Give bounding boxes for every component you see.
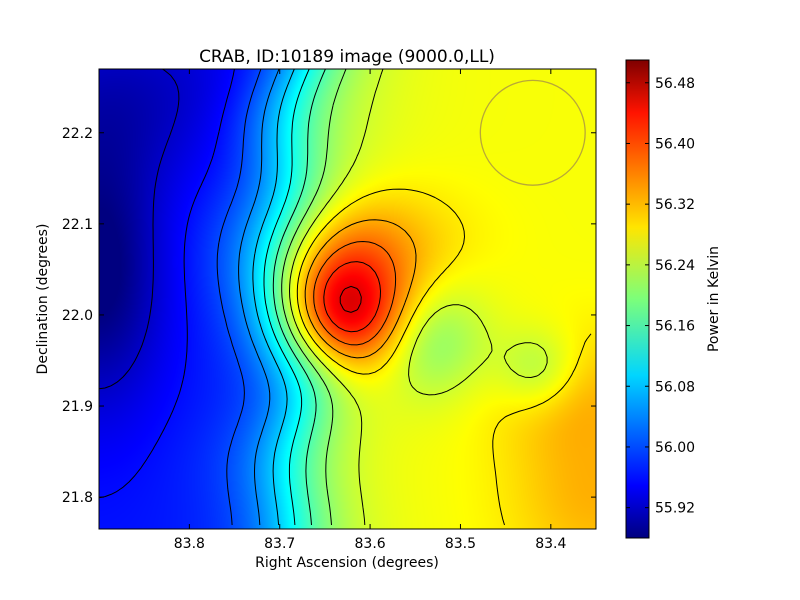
heatmap (99, 69, 596, 529)
contour-line (216, 69, 262, 526)
plot-frame (98, 68, 597, 530)
y-tick-label: 22.2 (62, 126, 93, 142)
x-axis-ticks: 83.8 83.7 83.6 83.5 83.4 (174, 69, 566, 552)
contour-line (238, 69, 280, 526)
contour-line (323, 261, 381, 333)
x-axis-title: Right Ascension (degrees) (255, 555, 439, 571)
x-tick-label: 83.5 (445, 536, 476, 552)
contour-line (263, 69, 310, 526)
colorbar-title: Power in Kelvin (706, 246, 722, 352)
colorbar-tick-label: 56.08 (655, 379, 695, 395)
colorbar-tick-label: 56.40 (655, 136, 695, 152)
colorbar-tick-label: 56.24 (655, 258, 695, 274)
contour-line (296, 188, 592, 526)
contour-line (339, 285, 362, 313)
colorbar-tick-label: 56.00 (655, 440, 695, 456)
chart-title: CRAB, ID:10189 image (9000.0,LL) (199, 47, 495, 67)
y-tick-label: 22.1 (62, 217, 93, 233)
y-axis-ticks: 21.8 21.9 22.0 22.1 22.2 (62, 126, 596, 506)
colorbar-tick-label: 55.92 (655, 501, 695, 517)
contour-line (252, 69, 295, 526)
colorbar-tick-label: 56.16 (655, 319, 695, 335)
contour-lines (99, 69, 592, 526)
colorbar-tick-label: 56.32 (655, 197, 695, 213)
x-tick-label: 83.6 (355, 536, 386, 552)
contour-line (313, 241, 397, 346)
contour-line (304, 219, 417, 359)
contour-line (99, 69, 180, 390)
contour-line (99, 69, 235, 499)
y-tick-label: 22.0 (62, 308, 93, 324)
y-axis-title: Declination (degrees) (35, 224, 51, 375)
x-tick-label: 83.7 (264, 536, 295, 552)
beam-circle (479, 79, 586, 186)
colorbar-tick-label: 56.48 (655, 76, 695, 92)
colorbar-ticks: 55.92 56.00 56.08 56.16 56.24 56.32 56.40 56.48 (626, 76, 695, 517)
y-tick-label: 21.8 (62, 490, 93, 506)
contour-line (272, 69, 326, 526)
colorbar (625, 59, 650, 539)
x-tick-label: 83.8 (174, 536, 205, 552)
x-tick-label: 83.4 (535, 536, 566, 552)
y-tick-label: 21.9 (62, 399, 93, 415)
contour-line (289, 69, 548, 526)
contour-line (281, 69, 347, 526)
